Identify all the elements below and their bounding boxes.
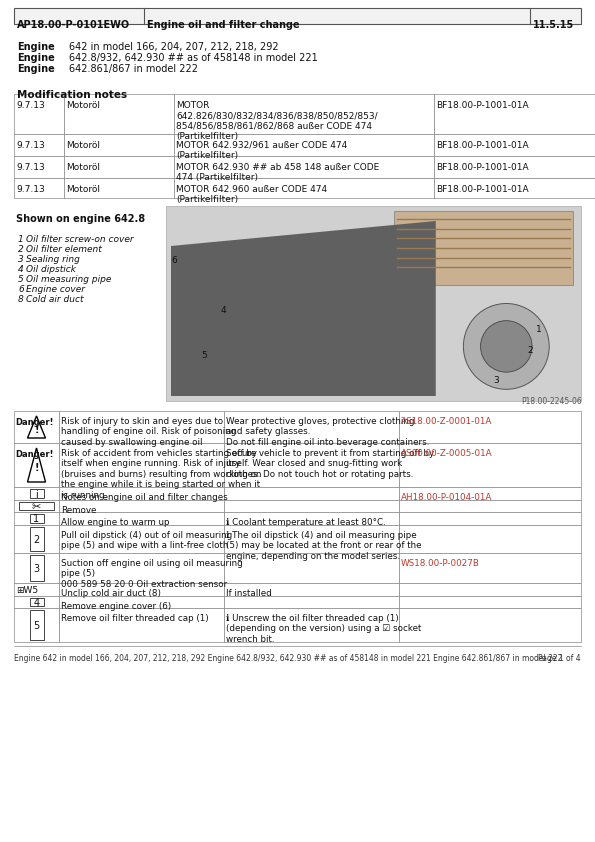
Text: 8: 8 xyxy=(18,295,24,304)
Text: 4: 4 xyxy=(221,306,227,315)
Text: MOTOR 642.932/961 außer CODE 474
(Partikelfilter): MOTOR 642.932/961 außer CODE 474 (Partik… xyxy=(176,141,347,160)
Bar xyxy=(224,487,399,500)
Text: Notes on engine oil and filter changes: Notes on engine oil and filter changes xyxy=(61,493,228,502)
Polygon shape xyxy=(27,448,45,482)
Text: AH18.00-P-0104-01A: AH18.00-P-0104-01A xyxy=(401,493,493,502)
Text: Secure vehicle to prevent it from starting off by
itself. Wear closed and snug-f: Secure vehicle to prevent it from starti… xyxy=(226,449,434,479)
Bar xyxy=(30,514,43,523)
Circle shape xyxy=(464,303,549,389)
Bar xyxy=(399,487,581,500)
Bar xyxy=(59,512,224,525)
Text: 9.7.13: 9.7.13 xyxy=(16,141,45,150)
Bar xyxy=(434,178,595,198)
Text: Motoröl: Motoröl xyxy=(66,141,100,150)
Text: Remove engine cover (6): Remove engine cover (6) xyxy=(61,602,171,611)
Text: 5: 5 xyxy=(18,275,24,284)
Text: i: i xyxy=(35,489,38,499)
Text: Page 1 of 4: Page 1 of 4 xyxy=(538,654,581,663)
Text: AP18.00-P-0101EWO: AP18.00-P-0101EWO xyxy=(17,20,130,30)
Bar xyxy=(399,596,581,608)
Text: ℹ Unscrew the oil filter threaded cap (1)
(depending on the version) using a ☑ s: ℹ Unscrew the oil filter threaded cap (1… xyxy=(226,614,421,644)
Bar xyxy=(14,553,59,583)
Text: 3: 3 xyxy=(33,564,39,574)
Bar xyxy=(399,411,581,443)
Text: Engine cover: Engine cover xyxy=(26,285,85,294)
Text: BF18.00-P-1001-01A: BF18.00-P-1001-01A xyxy=(436,141,528,150)
Text: 4: 4 xyxy=(33,598,39,608)
Text: Risk of accident from vehicles starting off by
itself when engine running. Risk : Risk of accident from vehicles starting … xyxy=(61,449,261,499)
Text: 1: 1 xyxy=(536,325,542,334)
Bar xyxy=(399,443,581,487)
Bar xyxy=(394,211,573,285)
Text: 2: 2 xyxy=(33,535,40,545)
Bar xyxy=(30,527,43,551)
Bar xyxy=(399,512,581,525)
Bar xyxy=(14,608,59,642)
Bar xyxy=(14,134,64,156)
Text: 3: 3 xyxy=(493,376,499,386)
Bar xyxy=(399,525,581,553)
Text: 2: 2 xyxy=(18,245,24,254)
Bar xyxy=(14,583,59,596)
Bar xyxy=(434,94,595,134)
Text: Unclip cold air duct (8): Unclip cold air duct (8) xyxy=(61,589,161,598)
Text: Engine: Engine xyxy=(17,53,55,63)
Text: ℹ Coolant temperature at least 80°C.: ℹ Coolant temperature at least 80°C. xyxy=(226,518,386,527)
Bar xyxy=(59,525,224,553)
Text: 9.7.13: 9.7.13 xyxy=(16,101,45,110)
Text: 5: 5 xyxy=(201,351,206,360)
Bar xyxy=(434,134,595,156)
Text: Engine 642 in model 166, 204, 207, 212, 218, 292 Engine 642.8/932, 642.930 ## as: Engine 642 in model 166, 204, 207, 212, … xyxy=(14,654,562,663)
Bar xyxy=(64,156,174,178)
Bar xyxy=(30,555,43,581)
Text: Sealing ring: Sealing ring xyxy=(26,255,80,264)
Text: BF18.00-P-1001-01A: BF18.00-P-1001-01A xyxy=(436,185,528,194)
Text: BF18.00-P-1001-01A: BF18.00-P-1001-01A xyxy=(436,101,528,110)
Text: AS18.00-Z-0001-01A: AS18.00-Z-0001-01A xyxy=(401,417,493,426)
Text: Oil measuring pipe: Oil measuring pipe xyxy=(26,275,111,284)
Bar xyxy=(30,598,43,606)
Text: ℹ The oil dipstick (4) and oil measuring pipe
(5) may be located at the front or: ℹ The oil dipstick (4) and oil measuring… xyxy=(226,531,421,561)
Bar xyxy=(224,553,399,583)
Text: 642 in model 166, 204, 207, 212, 218, 292: 642 in model 166, 204, 207, 212, 218, 29… xyxy=(69,42,278,52)
Bar xyxy=(14,94,64,134)
Polygon shape xyxy=(171,221,436,396)
Text: 5: 5 xyxy=(33,621,40,631)
Bar xyxy=(14,500,59,512)
Bar xyxy=(224,525,399,553)
Bar xyxy=(64,94,174,134)
Bar xyxy=(224,411,399,443)
Text: AS00.00-Z-0005-01A: AS00.00-Z-0005-01A xyxy=(401,449,493,458)
Text: 6: 6 xyxy=(18,285,24,294)
Bar xyxy=(166,206,581,401)
Text: Remove: Remove xyxy=(61,506,96,515)
Text: Pull oil dipstick (4) out of oil measuring
pipe (5) and wipe with a lint-free cl: Pull oil dipstick (4) out of oil measuri… xyxy=(61,531,232,551)
Bar xyxy=(59,487,224,500)
Bar xyxy=(14,525,59,553)
Text: Motoröl: Motoröl xyxy=(66,185,100,194)
Text: MOTOR 642.930 ## ab 458 148 außer CODE
474 (Partikelfilter): MOTOR 642.930 ## ab 458 148 außer CODE 4… xyxy=(176,163,379,183)
Text: Danger!: Danger! xyxy=(15,418,54,427)
Text: MOTOR
642.826/830/832/834/836/838/850/852/853/
854/856/858/861/862/868 außer COD: MOTOR 642.826/830/832/834/836/838/850/85… xyxy=(176,101,378,141)
Bar xyxy=(224,500,399,512)
Text: BF18.00-P-1001-01A: BF18.00-P-1001-01A xyxy=(436,163,528,172)
Text: Oil filter screw-on cover: Oil filter screw-on cover xyxy=(26,235,134,244)
Bar xyxy=(64,178,174,198)
Text: Motoröl: Motoröl xyxy=(66,101,100,110)
Text: Suction off engine oil using oil measuring
pipe (5)
000 589 58 20 0 Oil extracti: Suction off engine oil using oil measuri… xyxy=(61,559,243,589)
Bar xyxy=(174,134,434,156)
Text: WS18.00-P-0027B: WS18.00-P-0027B xyxy=(401,559,480,568)
Text: Motoröl: Motoröl xyxy=(66,163,100,172)
Text: ⊞W5: ⊞W5 xyxy=(16,586,38,595)
Bar xyxy=(59,596,224,608)
Bar xyxy=(174,156,434,178)
Text: Allow engine to warm up: Allow engine to warm up xyxy=(61,518,170,527)
Text: 1: 1 xyxy=(18,235,24,244)
Bar xyxy=(64,134,174,156)
Text: Risk of injury to skin and eyes due to
handling of engine oil. Risk of poisoning: Risk of injury to skin and eyes due to h… xyxy=(61,417,236,447)
Bar xyxy=(14,512,59,525)
Bar xyxy=(14,443,59,487)
Text: Cold air duct: Cold air duct xyxy=(26,295,83,304)
Bar xyxy=(14,596,59,608)
Text: Danger!: Danger! xyxy=(15,450,54,459)
